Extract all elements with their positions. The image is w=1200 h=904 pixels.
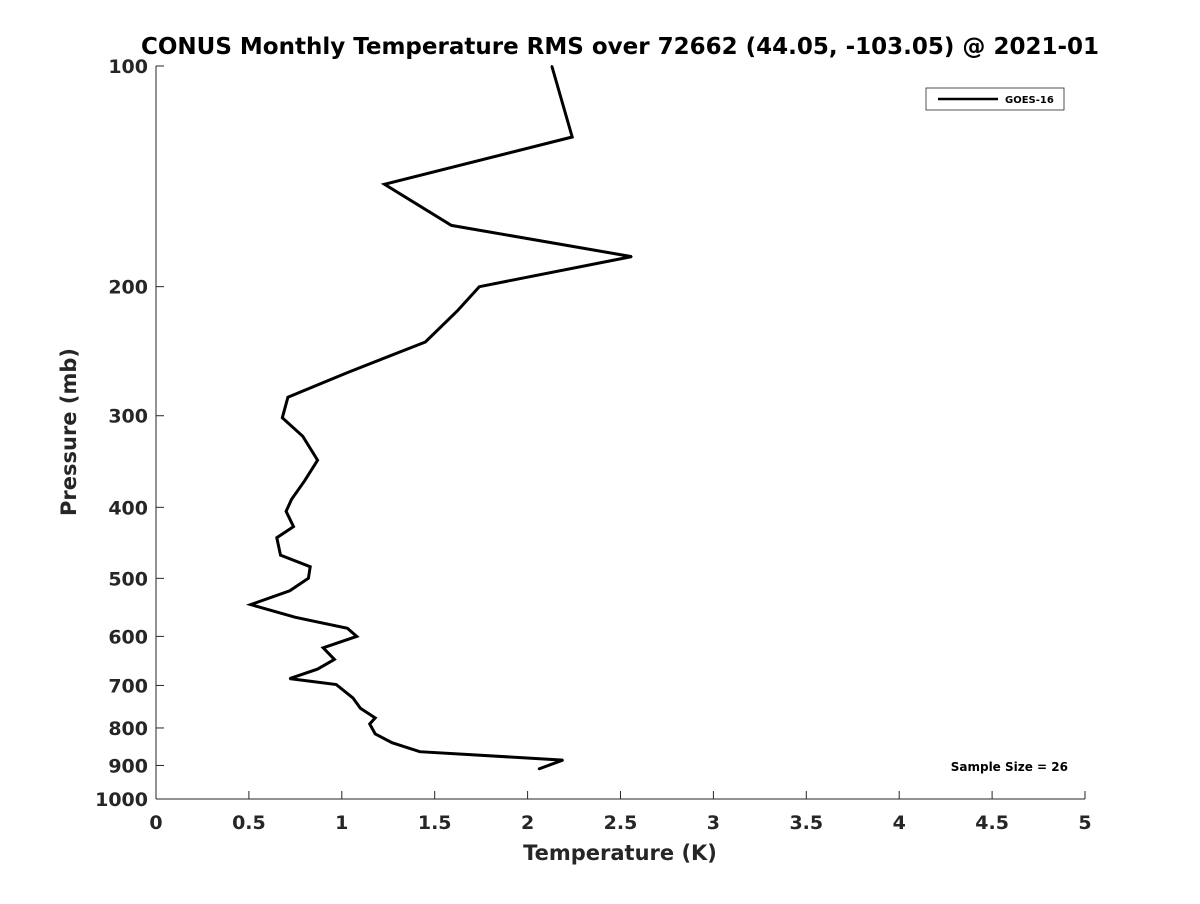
data-point <box>355 635 358 638</box>
y-tick-label: 200 <box>108 277 148 299</box>
data-point <box>456 310 458 313</box>
x-tick-label: 2 <box>521 812 534 834</box>
data-point <box>301 435 304 438</box>
series-line-goes-16 <box>245 65 632 771</box>
chart-title: CONUS Monthly Temperature RMS over 72662… <box>141 34 1099 60</box>
data-point <box>537 768 540 770</box>
data-point <box>374 732 377 735</box>
data-point <box>391 741 393 744</box>
data-point <box>333 658 336 661</box>
legend: GOES-16 <box>925 87 1065 111</box>
x-tick-label: 4 <box>893 812 906 834</box>
x-tick-label: 3.5 <box>789 812 823 834</box>
data-point <box>288 677 291 680</box>
data-point <box>335 683 338 686</box>
y-tick-label: 800 <box>108 718 148 740</box>
plot-area <box>156 66 1085 799</box>
data-point <box>374 716 377 719</box>
data-point <box>294 616 297 619</box>
data-point <box>279 554 282 557</box>
x-tick-label: 3 <box>707 812 720 834</box>
data-point <box>346 627 349 630</box>
data-point <box>285 510 288 513</box>
x-tick-label: 4.5 <box>975 812 1009 834</box>
y-tick-label: 400 <box>108 497 148 519</box>
data-point <box>383 183 386 186</box>
y-tick-label: 1000 <box>95 789 148 811</box>
data-point <box>290 498 293 501</box>
x-tick-label: 0 <box>149 812 162 834</box>
y-tick-label: 900 <box>108 755 148 777</box>
data-point <box>351 696 354 699</box>
data-point <box>368 723 371 725</box>
y-tick-label: 300 <box>108 406 148 428</box>
data-point <box>249 603 252 606</box>
data-point <box>309 565 312 568</box>
x-tick-label: 1 <box>335 812 348 834</box>
data-point <box>359 707 362 710</box>
data-point <box>316 668 319 671</box>
series-layer <box>245 65 633 771</box>
data-point <box>571 136 574 138</box>
data-point <box>275 536 278 539</box>
x-axis-label: Temperature (K) <box>523 841 717 865</box>
x-tick-label: 0.5 <box>232 812 266 834</box>
x-tick-label: 5 <box>1078 812 1091 834</box>
data-point <box>286 396 289 399</box>
y-axis-label: Pressure (mb) <box>57 348 81 516</box>
y-tick-label: 600 <box>108 626 148 648</box>
data-point <box>550 65 553 67</box>
sample-size-annotation: Sample Size = 26 <box>951 760 1068 774</box>
data-point <box>478 285 481 288</box>
data-point <box>424 341 427 343</box>
y-tick-label: 100 <box>108 56 148 78</box>
y-tick-label: 700 <box>108 675 148 697</box>
legend-label-goes-16: GOES-16 <box>1005 95 1054 106</box>
y-tick-label: 500 <box>108 568 148 590</box>
data-point <box>307 577 310 580</box>
data-point <box>292 525 295 528</box>
data-point <box>561 759 564 762</box>
data-point <box>418 750 421 753</box>
data-point <box>450 224 453 227</box>
x-axis-ticks: 0 0.5 1 1.5 2 2.5 3 3.5 4 4.5 5 <box>149 791 1092 834</box>
data-point <box>322 646 325 649</box>
data-point <box>281 416 284 419</box>
x-tick-label: 1.5 <box>418 812 452 834</box>
data-point <box>346 371 349 374</box>
data-point <box>630 255 633 258</box>
y-axis-ticks: 100 200 300 400 500 600 700 800 900 1000 <box>95 56 164 811</box>
data-point <box>303 479 306 482</box>
data-point <box>316 459 319 462</box>
data-point <box>288 589 291 592</box>
x-tick-label: 2.5 <box>604 812 638 834</box>
